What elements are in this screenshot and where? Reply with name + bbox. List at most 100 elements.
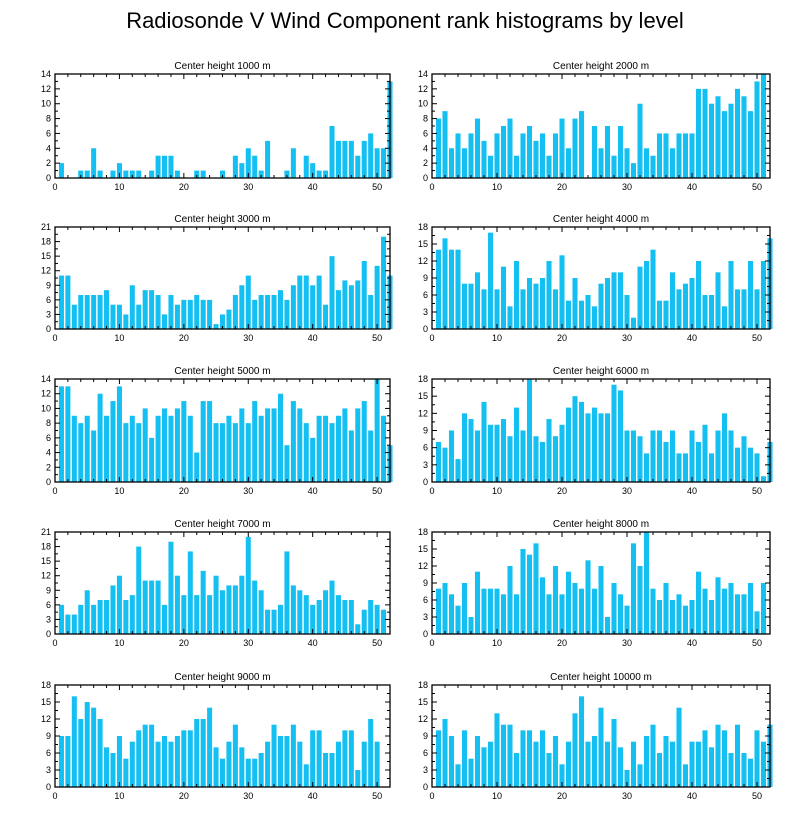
histogram-bar: [265, 295, 271, 329]
histogram-bar: [219, 758, 226, 787]
histogram-bar: [676, 289, 682, 329]
histogram-bar: [578, 111, 585, 178]
x-tick-label: 30: [243, 791, 253, 801]
histogram-bar: [84, 702, 90, 787]
histogram-bar: [702, 295, 708, 329]
histogram-bar: [348, 285, 354, 329]
histogram-bar: [546, 155, 552, 178]
x-tick-label: 10: [114, 638, 124, 648]
y-tick-label: 12: [41, 84, 51, 94]
histogram-bar: [361, 140, 367, 178]
histogram-bar: [232, 155, 238, 178]
histogram-bar: [539, 441, 546, 482]
x-tick-label: 0: [429, 486, 434, 496]
histogram-bar: [310, 285, 316, 329]
histogram-panel: Center height 10000 m 0 10 20 30 40 50 0 3 6 9 12 15…: [418, 672, 773, 801]
histogram-bar: [323, 590, 329, 634]
histogram-bar: [598, 707, 604, 787]
histogram-bar: [663, 300, 669, 329]
histogram-bar: [747, 758, 754, 787]
histogram-bar: [513, 155, 520, 178]
histogram-bar: [136, 304, 142, 329]
histogram-bar: [669, 148, 676, 178]
histogram-bar: [271, 408, 277, 482]
histogram-bar: [348, 730, 354, 787]
histogram-bar: [226, 415, 232, 482]
x-tick-label: 10: [492, 791, 502, 801]
histogram-bar: [342, 730, 348, 787]
histogram-bar: [58, 163, 64, 178]
histogram-bar: [374, 604, 380, 634]
histogram-bar: [546, 594, 552, 634]
y-tick-label: 0: [46, 782, 51, 792]
histogram-bar: [252, 758, 258, 787]
histogram-bar: [232, 423, 238, 482]
histogram-bar: [435, 249, 442, 329]
x-tick-label: 0: [52, 182, 57, 192]
histogram-bar: [290, 285, 296, 329]
histogram-bar: [448, 594, 455, 634]
histogram-bar: [174, 170, 180, 178]
y-tick-label: 21: [41, 222, 51, 232]
histogram-bar: [611, 384, 617, 482]
panel-title: Center height 3000 m: [174, 214, 270, 225]
histogram-bar: [104, 747, 110, 787]
histogram-bar: [129, 415, 135, 482]
y-tick-label: 18: [41, 542, 51, 552]
y-tick-label: 3: [423, 765, 428, 775]
histogram-bar: [290, 585, 296, 634]
histogram-bar: [598, 566, 604, 634]
histogram-bar: [461, 413, 468, 482]
histogram-bar: [271, 295, 277, 329]
histogram-bar: [747, 111, 754, 178]
histogram-bar: [747, 261, 754, 329]
histogram-bar: [559, 764, 565, 787]
histogram-bar: [754, 453, 760, 482]
histogram-bar: [520, 289, 526, 329]
histogram-bar: [552, 736, 559, 787]
histogram-bar: [565, 148, 572, 178]
y-tick-label: 14: [41, 69, 51, 79]
histogram-bar: [591, 588, 598, 634]
histogram-bar: [442, 583, 448, 634]
histogram-bar: [129, 285, 135, 329]
histogram-bar: [663, 133, 669, 178]
histogram-bar: [721, 588, 728, 634]
x-tick-label: 50: [752, 638, 762, 648]
histogram-bar: [552, 133, 559, 178]
histogram-bar: [232, 724, 238, 787]
x-tick-label: 20: [179, 486, 189, 496]
histogram-bar: [104, 415, 110, 482]
y-tick-label: 6: [46, 600, 51, 610]
histogram-bar: [368, 719, 374, 787]
histogram-panel: Center height 9000 m 0 10 20 30 40 50 0 3 6 9 12 15 1…: [41, 672, 391, 801]
histogram-bar: [494, 133, 500, 178]
histogram-bar: [435, 441, 442, 482]
histogram-bar: [104, 290, 110, 329]
histogram-bar: [368, 430, 374, 482]
histogram-bar: [110, 401, 116, 482]
histogram-bar: [284, 736, 290, 787]
histogram-bar: [252, 299, 258, 329]
histogram-bar: [442, 447, 448, 482]
histogram-bar: [559, 594, 565, 634]
histogram-bar: [702, 424, 708, 482]
histogram-bar: [258, 590, 264, 634]
histogram-bar: [71, 304, 77, 329]
y-tick-label: 12: [418, 408, 428, 418]
histogram-bar: [533, 436, 539, 482]
histogram-bar: [754, 730, 760, 787]
histogram-bar: [368, 295, 374, 329]
y-tick-label: 9: [423, 273, 428, 283]
histogram-bar: [715, 724, 721, 787]
histogram-bar: [526, 126, 533, 178]
histogram-bar: [342, 600, 348, 634]
histogram-bar: [168, 541, 174, 634]
histogram-bar: [91, 295, 97, 329]
histogram-bar: [219, 170, 226, 178]
histogram-bar: [71, 696, 77, 787]
histogram-bar: [650, 249, 656, 329]
y-tick-label: 6: [423, 748, 428, 758]
y-tick-label: 14: [418, 69, 428, 79]
histogram-bar: [481, 401, 487, 482]
